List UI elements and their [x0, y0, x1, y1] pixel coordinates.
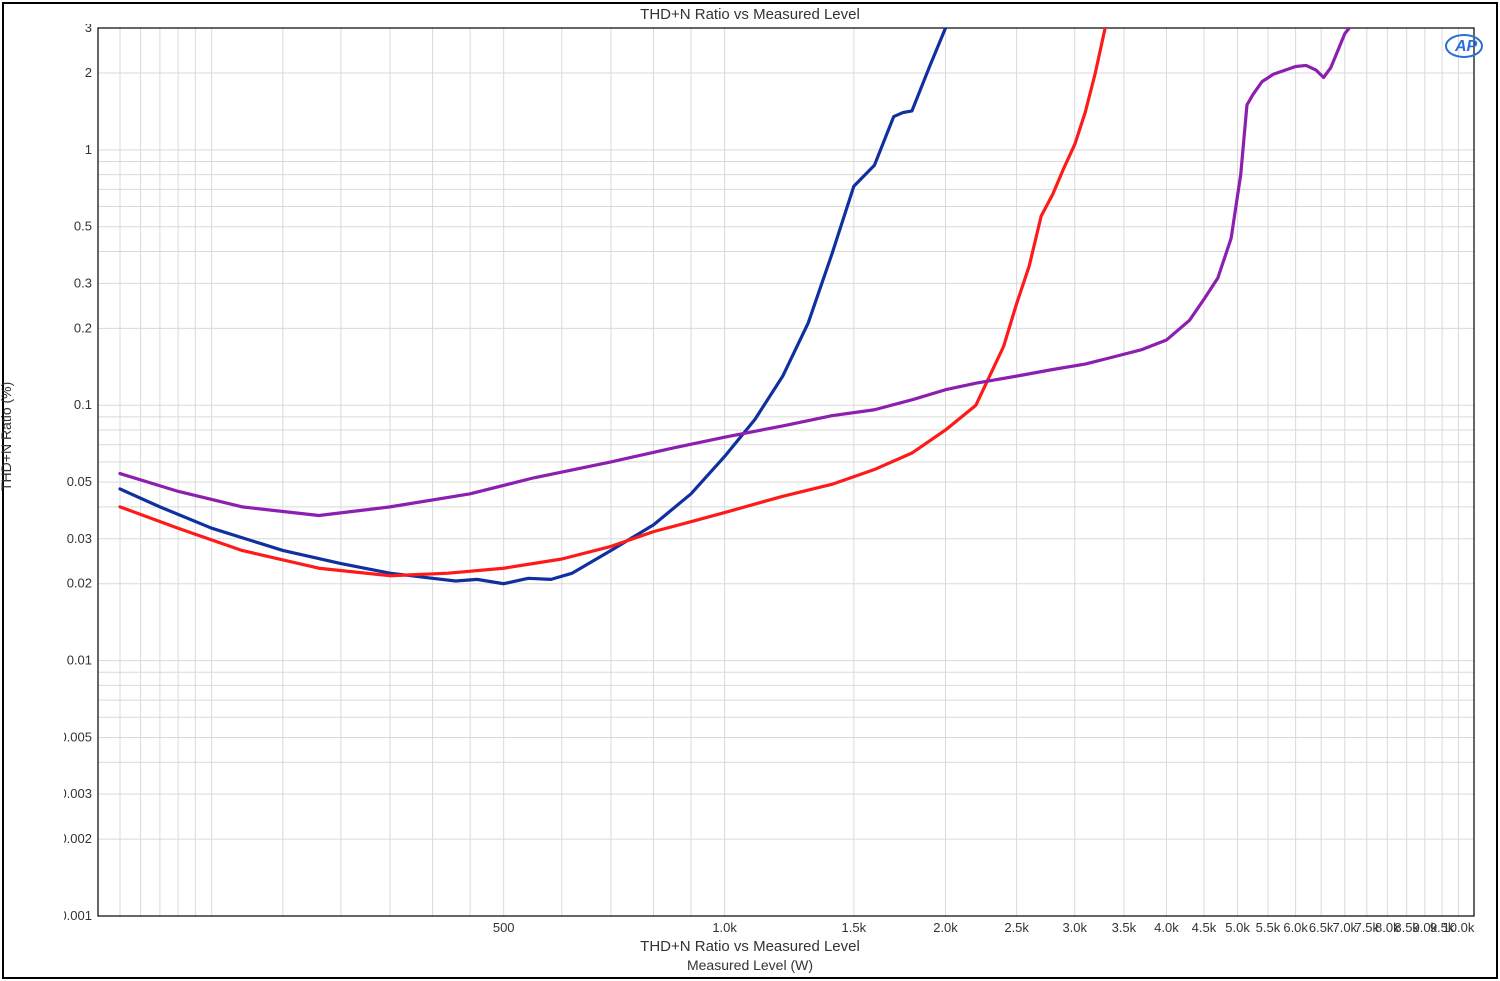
x-tick-label: 5.0k [1225, 920, 1250, 935]
y-tick-label: 3 [85, 24, 92, 35]
chart-bottom-title: THD+N Ratio vs Measured Level [4, 938, 1496, 955]
x-tick-label: 500 [493, 920, 515, 935]
x-tick-label: 5.5k [1256, 920, 1281, 935]
ap-logo: AP [1438, 32, 1484, 60]
plot-svg: 500 1.0k 1.5k 2.0k 2.5k 3.0k 3.5k 4.0k 4.5k 5.0k 5… [64, 24, 1484, 936]
y-tick-label: 1 [85, 142, 92, 157]
y-tick-label: 0.005 [64, 729, 92, 744]
plot-area: 500 1.0k 1.5k 2.0k 2.5k 3.0k 3.5k 4.0k 4.5k 5.0k 5… [64, 24, 1484, 936]
y-tick-label: 2 [85, 65, 92, 80]
y-tick-label: 0.05 [67, 474, 92, 489]
x-tick-label: 1.0k [712, 920, 737, 935]
x-tick-label: 10.0k [1443, 920, 1475, 935]
x-tick-label: 4.0k [1154, 920, 1179, 935]
y-tick-label: 0.5 [74, 219, 92, 234]
x-tick-label: 1.5k [842, 920, 867, 935]
y-tick-label: 0.02 [67, 576, 92, 591]
y-tick-label: 0.003 [64, 786, 92, 801]
x-tick-label: 3.5k [1112, 920, 1137, 935]
y-tick-label: 0.2 [74, 320, 92, 335]
x-tick-label: 4.5k [1192, 920, 1217, 935]
y-tick-label: 0.03 [67, 531, 92, 546]
x-tick-label: 2.5k [1004, 920, 1029, 935]
y-tick-label: 0.01 [67, 653, 92, 668]
x-axis-label: Measured Level (W) [4, 957, 1496, 973]
chart-outer-frame: THD+N Ratio vs Measured Level THD+N Rati… [2, 2, 1498, 979]
x-tick-label: 6.0k [1283, 920, 1308, 935]
y-tick-label: 0.002 [64, 831, 92, 846]
x-tick-label: 6.5k [1309, 920, 1334, 935]
svg-text:AP: AP [1454, 38, 1478, 55]
y-tick-label: 0.001 [64, 908, 92, 923]
y-tick-label: 0.1 [74, 397, 92, 412]
y-tick-label: 0.3 [74, 275, 92, 290]
y-axis-label: THD+N Ratio (%) [0, 381, 14, 490]
x-tick-label: 3.0k [1062, 920, 1087, 935]
x-tick-label: 2.0k [933, 920, 958, 935]
chart-title: THD+N Ratio vs Measured Level [4, 6, 1496, 23]
